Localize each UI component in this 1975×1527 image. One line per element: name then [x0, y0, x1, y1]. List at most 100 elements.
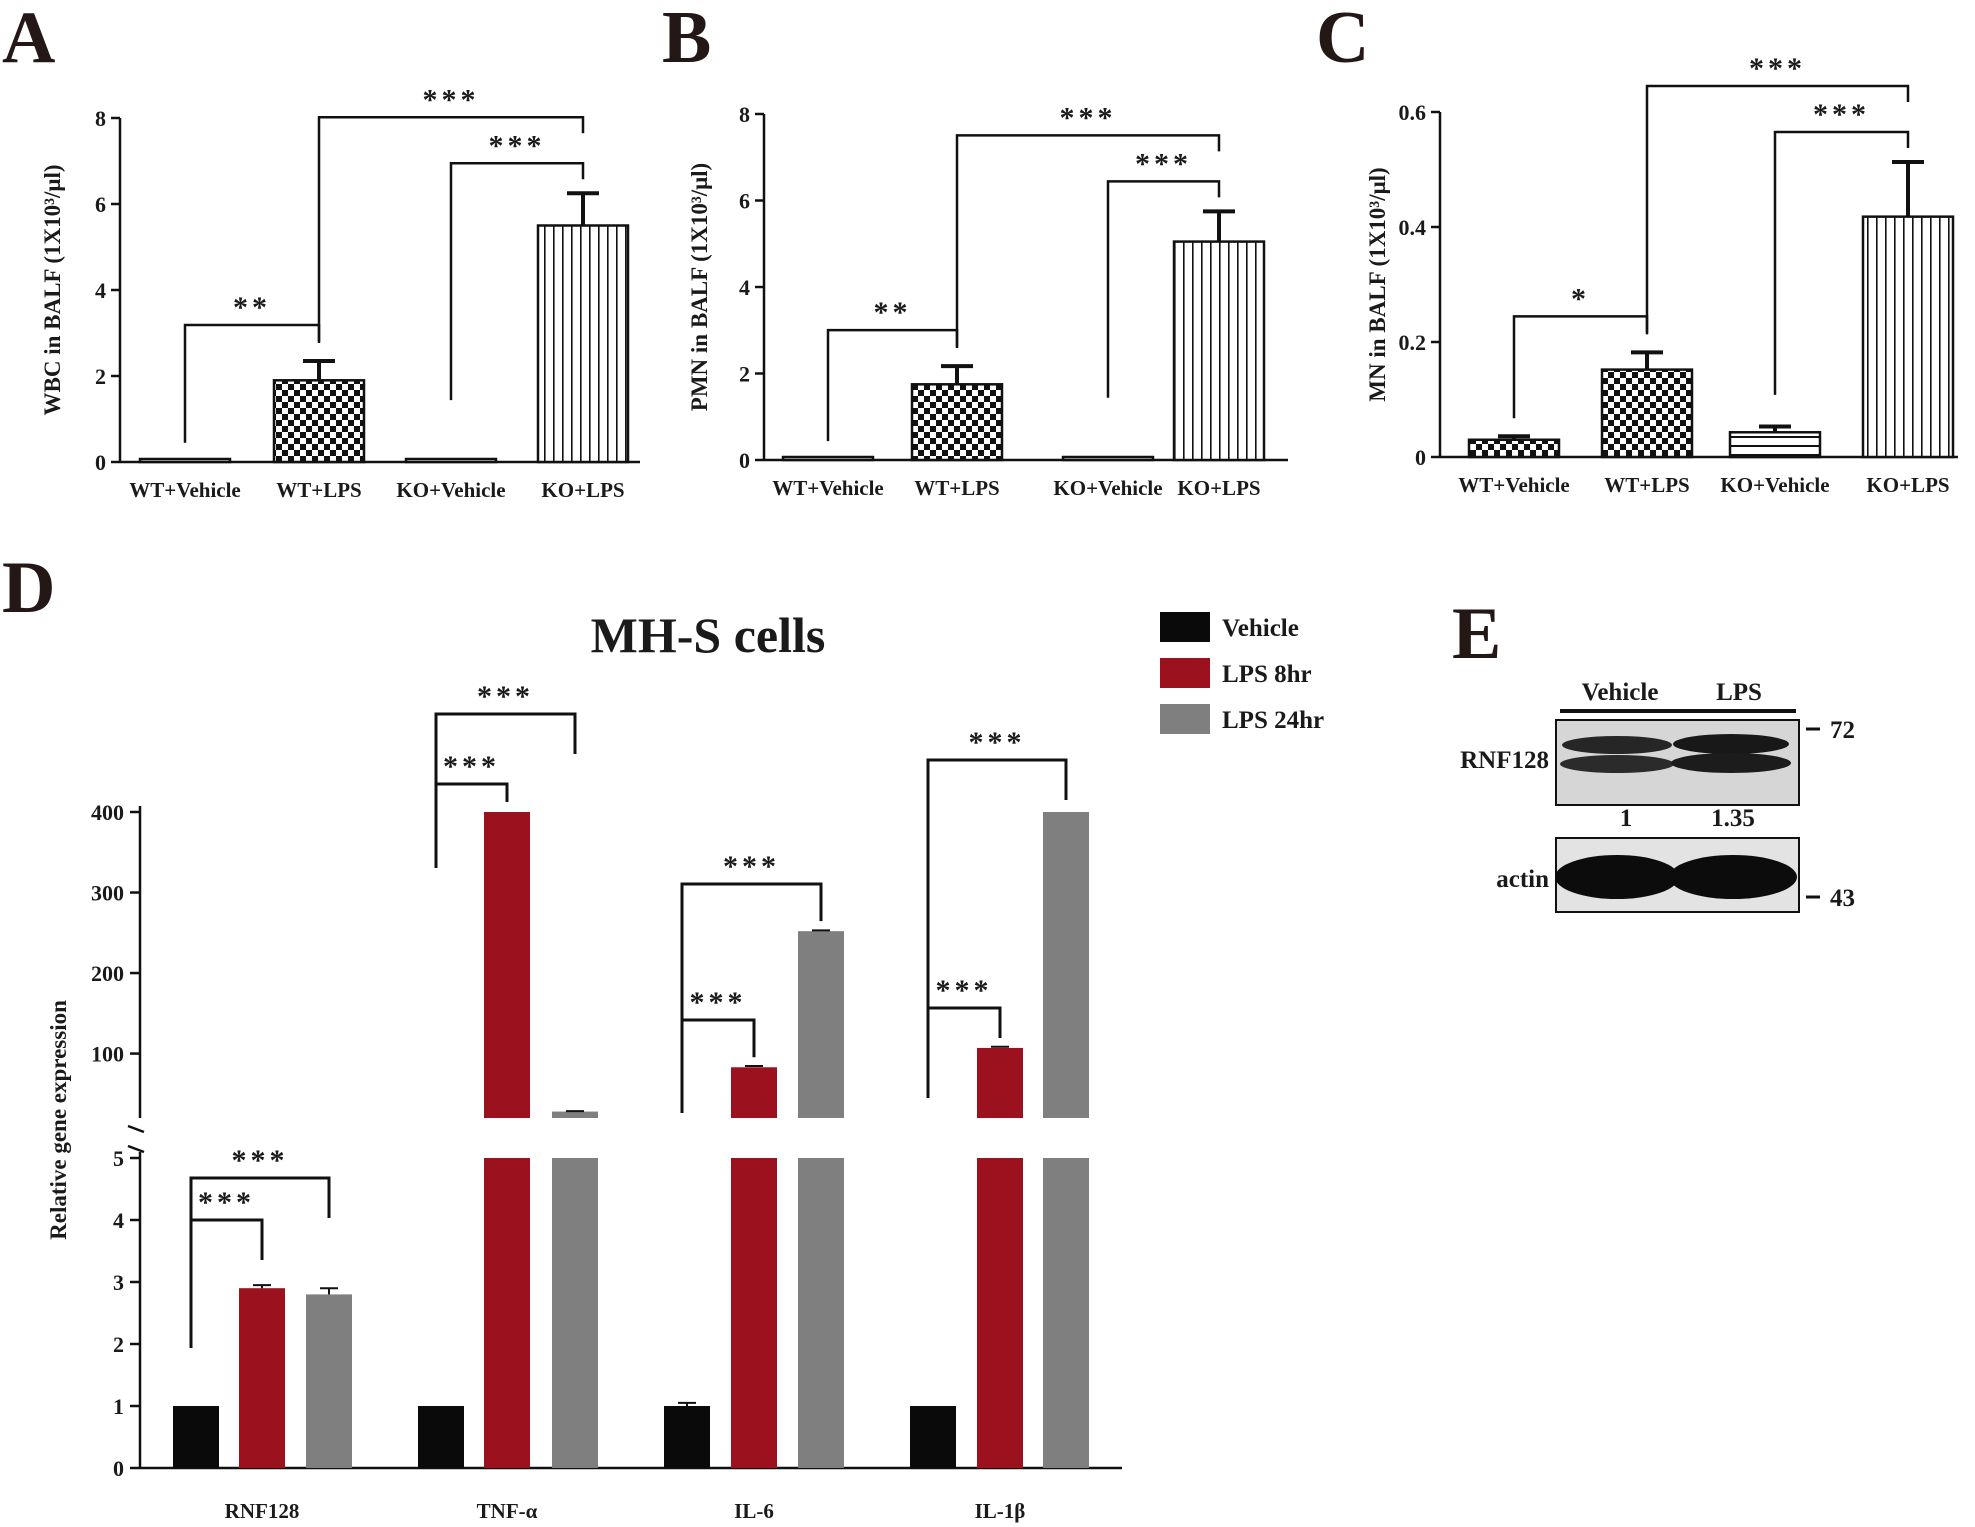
bar-2 [404, 457, 498, 464]
bar-upper-segment [1043, 812, 1089, 1118]
bar-lower-segment [798, 1158, 844, 1468]
blot-band-rnf128-lps-upper [1673, 734, 1789, 754]
y-tick-label: 0 [113, 1456, 124, 1481]
bar-upper-segment [977, 1047, 1023, 1118]
category-label: KO+Vehicle [396, 478, 505, 502]
bar-2 [1728, 431, 1822, 459]
significance-bracket [1645, 84, 1910, 335]
bar-2 [1061, 455, 1155, 462]
significance-bracket [955, 134, 1221, 349]
bar-upper-segment [552, 1111, 598, 1118]
y-tick-label: 0.4 [1399, 215, 1427, 240]
category-label: RNF128 [225, 1499, 300, 1523]
y-tick-label: 100 [91, 1042, 124, 1067]
y-tick-label: 2 [95, 364, 106, 389]
bar-lower-segment [552, 1158, 598, 1468]
bar-3 [1861, 215, 1955, 459]
blot-marker-43: 43 [1830, 885, 1855, 912]
blot-band-actin-vehicle [1555, 855, 1679, 899]
bar-3 [1172, 240, 1266, 462]
significance-bracket [449, 162, 585, 401]
chart-d-mhs-cells: MH-S cells 0 1 2 3 4 5 100 200 300 400 Relative gen… [46, 607, 1324, 1523]
y-tick-label: 2 [739, 362, 750, 387]
blot-band-rnf128-vehicle-upper [1562, 736, 1672, 754]
y-axis-label: Relative gene expression [46, 1000, 71, 1240]
blot-band-rnf128-vehicle-lower [1560, 755, 1674, 773]
legend-swatch-0 [1160, 612, 1210, 642]
blot-lane-label-lps: LPS [1716, 679, 1762, 706]
y-tick-label: 8 [95, 106, 106, 131]
category-label: WT+LPS [276, 478, 362, 502]
blot-quant-vehicle: 1 [1620, 805, 1633, 832]
legend-swatch-1 [1160, 658, 1210, 688]
bar-0 [781, 455, 875, 462]
significance-bracket [434, 712, 577, 868]
y-axis-label: WBC in BALF (1X10³/μl) [40, 164, 65, 415]
y-axis-label: MN in BALF (1X10³/μl) [1365, 167, 1390, 401]
legend-label: LPS 24hr [1222, 707, 1324, 734]
blot-header-line [1560, 709, 1796, 713]
significance-stars: *** [1135, 147, 1192, 180]
bar-upper-segment [731, 1067, 777, 1118]
bar-1 [910, 383, 1004, 462]
blot-band-rnf128-lps-lower [1671, 753, 1791, 773]
significance-stars: *** [936, 974, 993, 1007]
bar-3 [536, 224, 630, 464]
blot-row-label-rnf128: RNF128 [1460, 747, 1549, 774]
category-label: KO+Vehicle [1720, 473, 1829, 497]
significance-stars: *** [1060, 101, 1117, 134]
category-label: IL-1β [975, 1499, 1026, 1523]
y-tick-label: 1 [113, 1394, 124, 1419]
y-tick-label: 0.6 [1399, 100, 1427, 125]
significance-stars: *** [489, 129, 546, 162]
y-tick-label: 300 [91, 881, 124, 906]
chart-c-mn: 0 0.2 0.4 0.6 MN in BALF (1X10³/μl) WT+Vehicl… [1365, 52, 1958, 497]
blot-marker-72: 72 [1830, 717, 1855, 744]
y-tick-label: 2 [113, 1332, 124, 1357]
bar-upper-segment [798, 931, 844, 1118]
significance-bracket [1773, 130, 1910, 395]
bar-1 [1600, 368, 1694, 459]
bar-lower-segment [731, 1158, 777, 1468]
y-axis-label: PMN in BALF (1X10³/μl) [687, 163, 712, 411]
significance-bracket [1106, 180, 1221, 398]
category-label: KO+LPS [1866, 473, 1949, 497]
blot-band-actin-lps [1669, 855, 1797, 899]
significance-bracket [317, 116, 585, 343]
y-tick-label: 0 [95, 450, 106, 475]
significance-stars: * [1571, 282, 1590, 315]
significance-stars: *** [443, 750, 500, 783]
blot-quant-lps: 1.35 [1711, 805, 1755, 832]
y-tick-label: 3 [113, 1270, 124, 1295]
legend-swatch-2 [1160, 704, 1210, 734]
chart-b-pmn: 0 2 4 6 8 PMN in BALF (1X10³/μl) WT+Vehicle WT+… [687, 101, 1288, 500]
significance-stars: *** [477, 680, 534, 713]
panel-label-b: B [662, 0, 711, 79]
category-label: IL-6 [734, 1499, 774, 1523]
bar-lps-24hr [306, 1294, 352, 1468]
bar-lps-8hr [239, 1288, 285, 1468]
category-label: WT+LPS [1604, 473, 1690, 497]
significance-bracket [680, 882, 823, 1113]
chart-a-wbc: 0 2 4 6 8 WBC in BALF (1X10³/μl) WT+Vehicle WT+… [40, 83, 640, 502]
significance-stars: *** [423, 83, 480, 116]
category-label: KO+Vehicle [1053, 476, 1162, 500]
bar-vehicle [418, 1406, 464, 1468]
bar-lower-segment [977, 1158, 1023, 1468]
bar-0 [1467, 438, 1561, 459]
bar-lower-segment [484, 1158, 530, 1468]
blot-lane-label-vehicle: Vehicle [1582, 679, 1659, 706]
category-label: WT+LPS [914, 476, 1000, 500]
axis-break-mark [127, 1124, 145, 1134]
category-label: KO+LPS [1177, 476, 1260, 500]
category-label: KO+LPS [541, 478, 624, 502]
y-tick-label: 4 [739, 275, 750, 300]
significance-stars: *** [723, 850, 780, 883]
bar-upper-segment [484, 812, 530, 1118]
significance-stars: *** [1749, 52, 1806, 85]
blot-row-label-actin: actin [1496, 866, 1549, 893]
bar-lower-segment [1043, 1158, 1089, 1468]
bar-vehicle [910, 1406, 956, 1468]
panel-label-c: C [1316, 0, 1369, 79]
